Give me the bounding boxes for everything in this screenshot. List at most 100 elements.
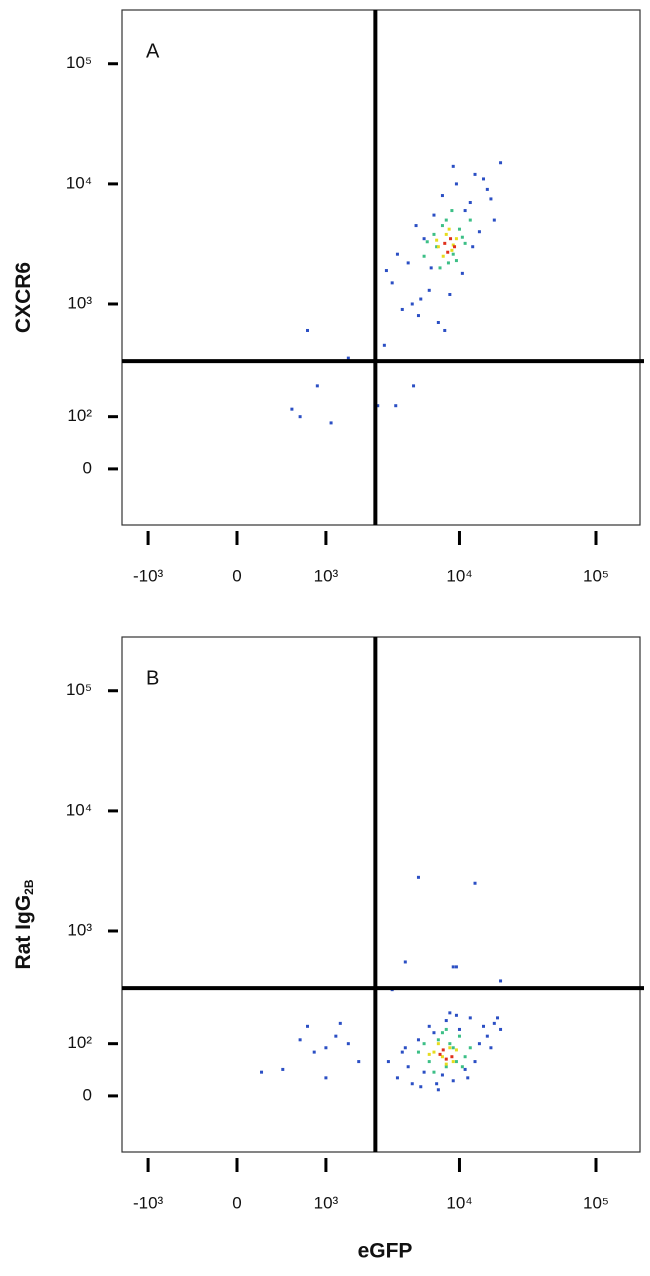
event-dot xyxy=(346,1042,350,1046)
event-dot xyxy=(432,1050,436,1054)
event-dot xyxy=(412,384,416,388)
event-dot xyxy=(460,1065,464,1069)
event-dot xyxy=(444,1019,448,1023)
event-dot xyxy=(315,384,319,388)
event-dot xyxy=(460,271,464,275)
event-dot xyxy=(448,292,452,296)
event-dot xyxy=(334,1034,338,1038)
event-dot xyxy=(260,1070,264,1074)
event-dot xyxy=(324,1046,328,1050)
event-dot xyxy=(436,1038,440,1042)
event-dot xyxy=(471,245,475,249)
event-dot xyxy=(298,415,302,419)
x-tick-label: -10³ xyxy=(133,1193,164,1212)
event-dot xyxy=(422,1070,426,1074)
event-dot xyxy=(425,240,429,244)
event-dot xyxy=(306,328,310,332)
event-dot xyxy=(400,307,404,311)
event-dot xyxy=(451,164,455,168)
y-tick-label: 10⁴ xyxy=(66,173,92,192)
event-dot xyxy=(447,227,451,231)
event-dot xyxy=(427,288,431,292)
event-dot xyxy=(436,1088,440,1092)
event-dot xyxy=(451,965,455,969)
y-axis-title-text: Rat IgG xyxy=(12,895,35,970)
event-dot xyxy=(485,187,489,191)
y-axis-title-text: CXCR6 xyxy=(12,262,35,333)
event-dot xyxy=(499,161,503,165)
event-dot xyxy=(450,209,454,213)
event-dot xyxy=(414,224,418,228)
event-dot xyxy=(324,1076,328,1080)
event-dot xyxy=(427,1052,431,1056)
event-dot xyxy=(477,1042,481,1046)
event-dot xyxy=(436,1042,440,1046)
event-dot xyxy=(403,960,407,964)
event-dot xyxy=(329,421,333,425)
event-dot xyxy=(298,1038,302,1042)
event-dot xyxy=(384,269,388,273)
event-dot xyxy=(432,1031,436,1035)
event-dot xyxy=(448,1011,452,1015)
event-dot xyxy=(435,238,439,242)
event-dot xyxy=(436,245,440,249)
event-dot xyxy=(444,232,448,236)
event-dot xyxy=(382,343,386,347)
event-dot xyxy=(489,1046,493,1050)
event-dot xyxy=(416,875,420,879)
event-dot xyxy=(492,218,496,222)
event-dot xyxy=(463,1067,467,1071)
x-axis-title: eGFP xyxy=(358,1240,413,1263)
event-dot xyxy=(444,1065,448,1069)
event-dot xyxy=(450,248,454,252)
y-tick-label: 10² xyxy=(67,1033,92,1052)
event-dot xyxy=(432,1070,436,1074)
event-dot xyxy=(473,881,477,885)
x-tick-label: 10⁵ xyxy=(583,1193,609,1212)
event-dot xyxy=(416,1050,420,1054)
event-dot xyxy=(395,1076,399,1080)
y-tick-label: 10³ xyxy=(67,920,92,939)
event-dot xyxy=(457,1027,461,1031)
event-dot xyxy=(454,182,458,186)
event-dot xyxy=(451,252,455,256)
event-dot xyxy=(406,1065,410,1069)
event-dot xyxy=(312,1050,316,1054)
y-tick-label: 10³ xyxy=(67,293,92,312)
panel-label: B xyxy=(146,667,159,689)
event-dot xyxy=(454,1013,458,1017)
event-dot xyxy=(468,1016,472,1020)
event-dot xyxy=(453,245,457,249)
event-dot xyxy=(454,237,458,241)
event-dot xyxy=(281,1067,285,1071)
event-dot xyxy=(460,235,464,239)
event-dot xyxy=(444,218,448,222)
event-dot xyxy=(443,328,447,332)
event-dot xyxy=(440,194,444,198)
y-tick-label: 0 xyxy=(83,458,92,477)
event-dot xyxy=(454,259,458,263)
event-dot xyxy=(468,218,472,222)
event-dot xyxy=(346,356,350,360)
event-dot xyxy=(446,250,450,254)
event-dot xyxy=(444,1062,448,1066)
event-dot xyxy=(477,230,481,234)
event-dot xyxy=(450,1055,454,1059)
x-tick-label: 10⁴ xyxy=(446,1193,472,1212)
event-dot xyxy=(290,407,294,411)
event-dot xyxy=(468,1046,472,1050)
event-dot xyxy=(438,1052,442,1056)
event-dot xyxy=(357,1060,361,1064)
event-dot xyxy=(457,1034,461,1038)
event-dot xyxy=(499,1027,503,1031)
event-dot xyxy=(463,241,467,245)
event-dot xyxy=(436,320,440,324)
event-dot xyxy=(448,1042,452,1046)
plot-frame xyxy=(121,636,641,1153)
event-dot xyxy=(489,197,493,201)
event-dot xyxy=(422,1042,426,1046)
event-dot xyxy=(432,213,436,217)
event-dot xyxy=(448,1046,452,1050)
y-tick-label: 0 xyxy=(83,1085,92,1104)
